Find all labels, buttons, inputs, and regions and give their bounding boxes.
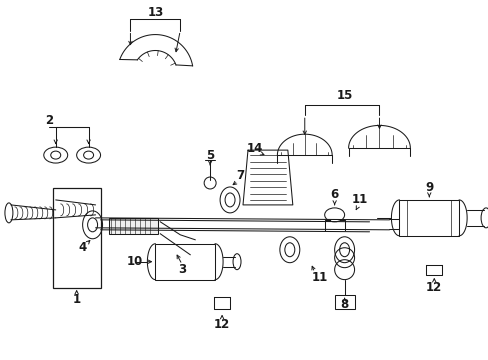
Bar bbox=[334, 294, 354, 310]
Text: 4: 4 bbox=[79, 241, 86, 254]
Text: 12: 12 bbox=[214, 318, 230, 331]
Text: 14: 14 bbox=[246, 141, 263, 155]
Ellipse shape bbox=[83, 151, 93, 159]
Text: 10: 10 bbox=[127, 255, 143, 268]
Ellipse shape bbox=[224, 193, 235, 207]
Text: 3: 3 bbox=[178, 263, 186, 276]
Text: 15: 15 bbox=[336, 89, 352, 102]
Text: 7: 7 bbox=[236, 168, 244, 181]
Text: 12: 12 bbox=[425, 281, 442, 294]
Bar bbox=[53, 188, 101, 288]
Ellipse shape bbox=[87, 218, 98, 232]
Text: 9: 9 bbox=[424, 181, 432, 194]
Text: 13: 13 bbox=[147, 6, 163, 19]
Text: 5: 5 bbox=[205, 149, 214, 162]
Text: 11: 11 bbox=[351, 193, 367, 206]
Bar bbox=[399, 200, 458, 236]
Ellipse shape bbox=[51, 151, 61, 159]
Text: 11: 11 bbox=[311, 271, 327, 284]
Bar bbox=[108, 218, 158, 234]
Text: 1: 1 bbox=[72, 293, 81, 306]
Ellipse shape bbox=[285, 243, 294, 257]
Text: 8: 8 bbox=[340, 298, 348, 311]
Bar bbox=[155, 244, 215, 280]
Ellipse shape bbox=[339, 243, 349, 257]
Text: 2: 2 bbox=[44, 114, 53, 127]
Text: 6: 6 bbox=[330, 188, 338, 202]
